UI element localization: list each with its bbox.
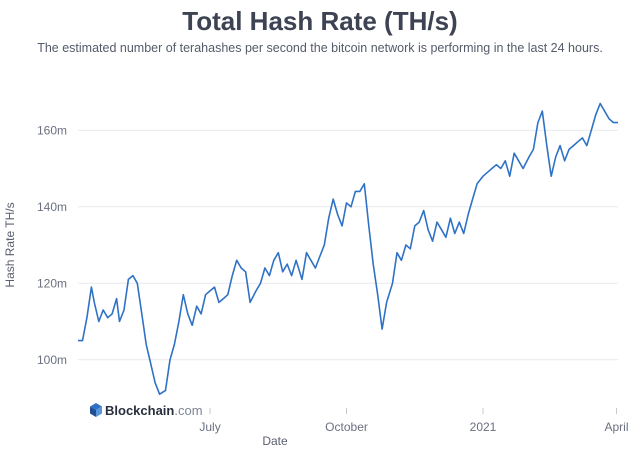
grid-lines [78,129,618,361]
y-tick-label: 120m [37,276,67,290]
y-tick-label: 100m [37,353,67,367]
y-tick-label: 140m [37,200,67,214]
x-tick-label: July [199,420,220,434]
y-tick-label: 160m [37,123,67,137]
x-tick-label: October [325,420,368,434]
x-axis-ticks: July October 2021 April [199,408,629,434]
svg-text:Blockchain.com: Blockchain.com [105,403,203,418]
watermark-brand: Blockchain [105,403,174,418]
y-axis-title: Hash Rate TH/s [3,202,17,287]
y-axis-ticks: 100m 120m 140m 160m [37,123,67,367]
hash-rate-series-line [78,102,618,396]
x-tick-label: 2021 [470,420,497,434]
chart-subtitle: The estimated number of terahashes per s… [37,41,603,55]
blockchain-cube-icon [90,403,102,417]
chart-title: Total Hash Rate (TH/s) [182,6,458,36]
watermark-suffix: .com [174,403,202,418]
blockchain-watermark: Blockchain.com [90,403,203,418]
x-axis-title: Date [262,434,288,448]
series-layer [78,102,618,396]
x-tick-label: April [605,420,629,434]
